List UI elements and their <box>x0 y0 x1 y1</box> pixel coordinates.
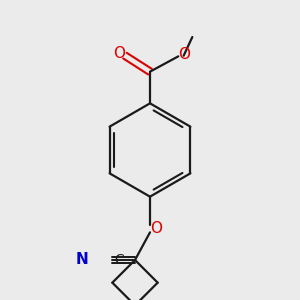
Text: N: N <box>76 253 88 268</box>
Text: O: O <box>178 47 190 62</box>
Text: O: O <box>150 221 162 236</box>
Text: C: C <box>114 253 124 267</box>
Text: O: O <box>113 46 125 61</box>
